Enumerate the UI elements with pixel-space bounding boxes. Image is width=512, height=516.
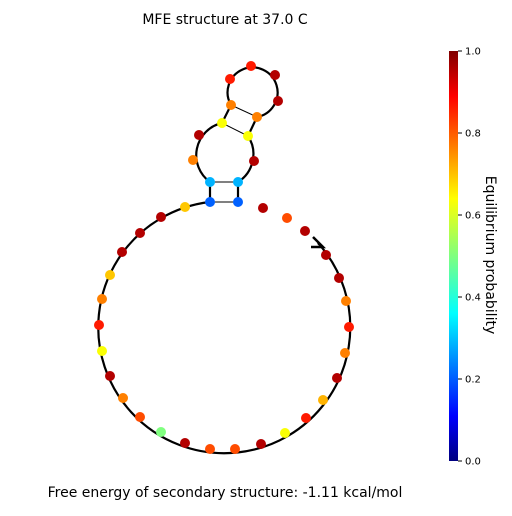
nucleotide: [256, 439, 266, 449]
nucleotide: [117, 247, 127, 257]
nucleotide: [156, 427, 166, 437]
colorbar-tick-label: 0.8: [465, 129, 481, 140]
nucleotide: [225, 74, 235, 84]
nucleotide: [344, 322, 354, 332]
colorbar-tick-label: 0.2: [465, 375, 481, 386]
nucleotide: [233, 177, 243, 187]
nucleotide: [301, 413, 311, 423]
nucleotide: [280, 428, 290, 438]
nucleotide: [205, 177, 215, 187]
nucleotide: [226, 100, 236, 110]
footer: Free energy of secondary structure: -1.1…: [48, 485, 403, 501]
nucleotide: [135, 228, 145, 238]
colorbar-tick-label: 0.4: [465, 293, 481, 304]
nucleotide: [332, 373, 342, 383]
nucleotide: [230, 444, 240, 454]
backbone-hairpin: [226, 66, 279, 119]
nucleotide: [205, 444, 215, 454]
nucleotide: [270, 70, 280, 80]
backbone-interior: [195, 121, 255, 183]
nucleotide: [217, 118, 227, 128]
nucleotide: [135, 412, 145, 422]
nucleotide: [156, 212, 166, 222]
nucleotide: [321, 250, 331, 260]
colorbar-tick-label: 1.0: [465, 47, 481, 58]
nucleotide: [105, 371, 115, 381]
nucleotide: [334, 273, 344, 283]
nucleotide: [252, 112, 262, 122]
pairs: [210, 104, 258, 203]
nucleotide: [105, 270, 115, 280]
nucleotide: [233, 197, 243, 207]
colorbar-label: Equilibrium probability: [482, 176, 498, 334]
nucleotide: [282, 213, 292, 223]
nucleotide: [249, 156, 259, 166]
nucleotide: [340, 348, 350, 358]
nucleotide: [300, 226, 310, 236]
nucleotide: [341, 296, 351, 306]
colorbar-tick-label: 0.6: [465, 211, 481, 222]
nucleotide: [273, 96, 283, 106]
nucleotide: [318, 395, 328, 405]
title: MFE structure at 37.0 C: [142, 12, 308, 28]
nucleotide: [94, 320, 104, 330]
nucleotide: [246, 61, 256, 71]
nucleotide: [243, 131, 253, 141]
nucleotide: [180, 202, 190, 212]
nucleotide: [97, 346, 107, 356]
end-arrow: [311, 236, 327, 249]
nucleotide: [97, 294, 107, 304]
colorbar: [449, 51, 458, 461]
nucleotide: [180, 438, 190, 448]
colorbar-tick-label: 0.0: [465, 457, 481, 468]
nucleotide: [194, 130, 204, 140]
nucleotide: [188, 155, 198, 165]
nucleotide: [205, 197, 215, 207]
nucleotide: [118, 393, 128, 403]
nucleotide: [258, 203, 268, 213]
